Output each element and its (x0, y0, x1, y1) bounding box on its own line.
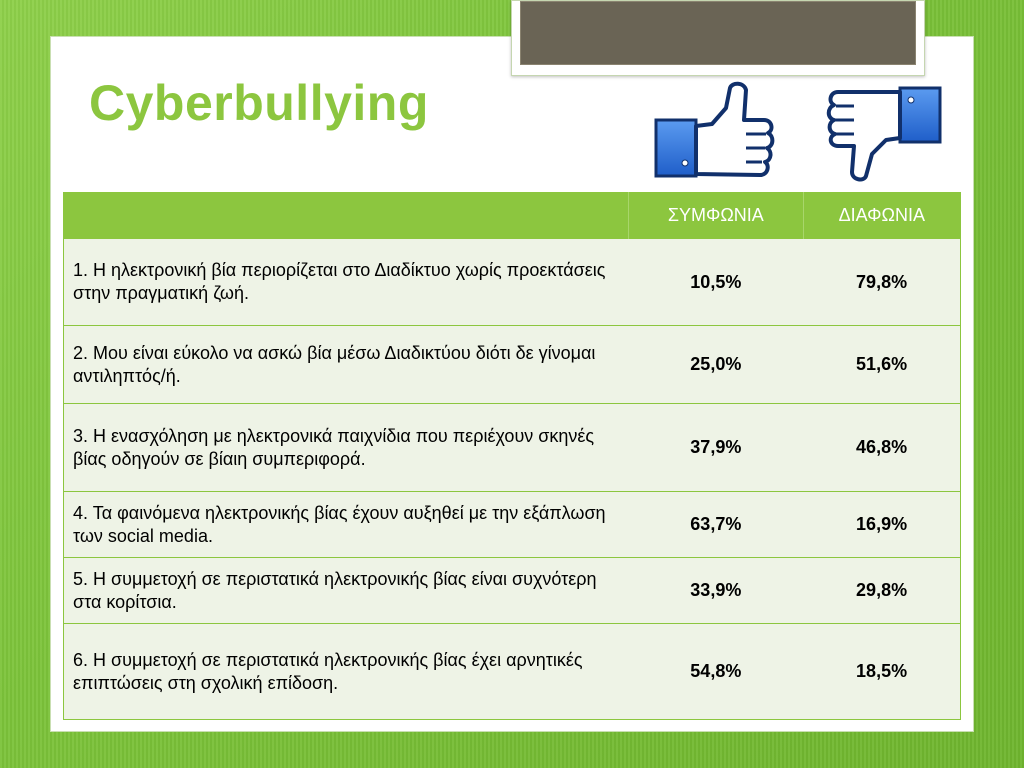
disagree-value: 29,8% (803, 557, 961, 624)
table-header-row: ΣΥΜΦΩΝΙΑ ΔΙΑΦΩΝΙΑ (63, 192, 961, 239)
statement-column-header (63, 192, 629, 239)
agree-value: 33,9% (628, 557, 804, 624)
statement-cell: 3. Η ενασχόληση με ηλεκτρονικά παιχνίδια… (63, 403, 629, 492)
table-row: 4. Τα φαινόμενα ηλεκτρονικής βίας έχουν … (63, 491, 961, 558)
table-row: 5. Η συμμετοχή σε περιστατικά ηλεκτρονικ… (63, 557, 961, 624)
table-row: 2. Μου είναι εύκολο να ασκώ βία μέσω Δια… (63, 325, 961, 404)
survey-table: ΣΥΜΦΩΝΙΑ ΔΙΑΦΩΝΙΑ 1. Η ηλεκτρονική βία π… (63, 192, 961, 720)
table-row: 3. Η ενασχόληση με ηλεκτρονικά παιχνίδια… (63, 403, 961, 492)
top-photo-frame (511, 0, 925, 76)
statement-cell: 6. Η συμμετοχή σε περιστατικά ηλεκτρονικ… (63, 623, 629, 720)
disagree-value: 46,8% (803, 403, 961, 492)
table-row: 1. Η ηλεκτρονική βία περιορίζεται στο Δι… (63, 238, 961, 326)
disagree-column-header: ΔΙΑΦΩΝΙΑ (802, 192, 961, 239)
top-photo (520, 1, 916, 65)
statement-cell: 5. Η συμμετοχή σε περιστατικά ηλεκτρονικ… (63, 557, 629, 624)
agree-value: 10,5% (628, 238, 804, 326)
disagree-value: 18,5% (803, 623, 961, 720)
thumbs-up-icon (654, 81, 775, 178)
disagree-value: 79,8% (803, 238, 961, 326)
agree-value: 25,0% (628, 325, 804, 404)
statement-cell: 1. Η ηλεκτρονική βία περιορίζεται στο Δι… (63, 238, 629, 326)
agree-column-header: ΣΥΜΦΩΝΙΑ (628, 192, 804, 239)
slide-title: Cyberbullying (89, 75, 429, 131)
statement-cell: 2. Μου είναι εύκολο να ασκώ βία μέσω Δια… (63, 325, 629, 404)
agree-value: 54,8% (628, 623, 804, 720)
thumbs-down-icon (826, 86, 942, 182)
table-row: 6. Η συμμετοχή σε περιστατικά ηλεκτρονικ… (63, 623, 961, 720)
agree-value: 63,7% (628, 491, 804, 558)
disagree-value: 51,6% (803, 325, 961, 404)
disagree-value: 16,9% (803, 491, 961, 558)
agree-value: 37,9% (628, 403, 804, 492)
statement-cell: 4. Τα φαινόμενα ηλεκτρονικής βίας έχουν … (63, 491, 629, 558)
